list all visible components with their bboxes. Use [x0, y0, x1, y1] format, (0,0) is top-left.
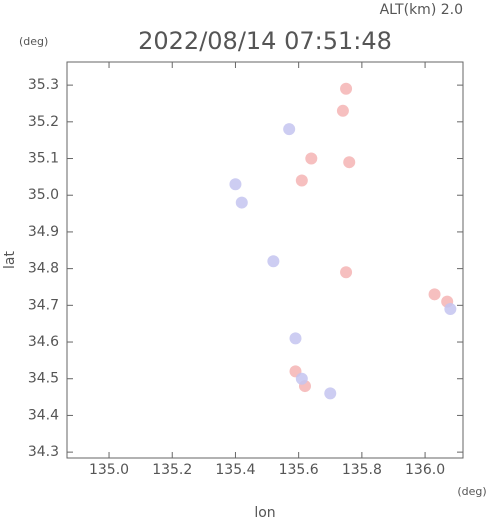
- echo-point: [267, 255, 280, 268]
- x-unit: (deg): [457, 485, 486, 498]
- echo-point: [295, 174, 308, 187]
- y-tick-label: 35.0: [28, 187, 59, 203]
- echo-point: [283, 123, 296, 136]
- echo-point: [324, 387, 337, 400]
- echo-point: [340, 266, 353, 279]
- y-tick-label: 34.3: [28, 444, 59, 460]
- x-tick-label: 136.0: [405, 462, 445, 478]
- plot-frame: [66, 61, 464, 459]
- echo-point: [235, 196, 248, 209]
- x-tick-label: 135.8: [342, 462, 382, 478]
- x-tick-label: 135.6: [279, 462, 319, 478]
- x-tick-label: 135.2: [152, 462, 192, 478]
- echo-point: [444, 302, 457, 315]
- x-tick-label: 135.4: [215, 462, 255, 478]
- y-tick-label: 34.8: [28, 261, 59, 277]
- chart-title: 2022/08/14 07:51:48: [138, 27, 392, 55]
- echo-point: [305, 152, 318, 165]
- x-tick-label: 135.0: [89, 462, 129, 478]
- y-tick-label: 34.4: [28, 407, 59, 423]
- y-tick-label: 34.9: [28, 224, 59, 240]
- echo-point: [343, 156, 356, 169]
- y-tick-label: 35.1: [28, 151, 59, 167]
- y-axis-label: lat: [2, 251, 18, 269]
- echo-point: [229, 178, 242, 191]
- y-tick-label: 34.6: [28, 334, 59, 350]
- y-tick-label: 35.3: [28, 77, 59, 93]
- echo-point: [336, 104, 349, 117]
- y-tick-label: 34.7: [28, 297, 59, 313]
- y-tick-label: 35.2: [28, 114, 59, 130]
- echo-point: [340, 82, 353, 95]
- y-tick-label: 34.5: [28, 371, 59, 387]
- x-axis-label: lon: [254, 505, 275, 521]
- echo-point: [428, 288, 441, 301]
- echo-point: [289, 332, 302, 345]
- y-unit: (deg): [19, 35, 48, 48]
- subtitle: ALT(km) 2.0: [380, 2, 463, 18]
- echo-point: [295, 372, 308, 385]
